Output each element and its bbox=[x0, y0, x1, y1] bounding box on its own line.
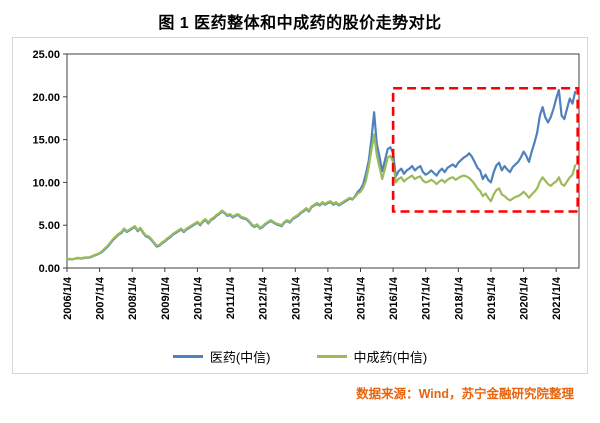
svg-text:2013/1/4: 2013/1/4 bbox=[290, 276, 302, 320]
legend-label-pharma: 医药(中信) bbox=[209, 349, 271, 365]
svg-text:2010/1/4: 2010/1/4 bbox=[192, 276, 204, 320]
svg-text:2014/1/4: 2014/1/4 bbox=[323, 276, 335, 320]
figure-title: 图 1 医药整体和中成药的股价走势对比 bbox=[158, 15, 442, 32]
data-source-note: 数据来源：Wind，苏宁金融研究院整理 bbox=[356, 387, 574, 401]
svg-text:2006/1/4: 2006/1/4 bbox=[62, 276, 74, 320]
svg-text:2015/1/4: 2015/1/4 bbox=[356, 276, 368, 320]
svg-text:2018/1/4: 2018/1/4 bbox=[453, 276, 465, 320]
svg-text:25.00: 25.00 bbox=[32, 49, 60, 61]
legend-line-sample-pharma bbox=[172, 354, 203, 358]
svg-text:2012/1/4: 2012/1/4 bbox=[258, 276, 270, 320]
svg-text:0.00: 0.00 bbox=[39, 263, 60, 275]
svg-text:2019/1/4: 2019/1/4 bbox=[486, 276, 498, 320]
svg-text:10.00: 10.00 bbox=[32, 177, 60, 189]
svg-text:2009/1/4: 2009/1/4 bbox=[160, 276, 172, 320]
svg-text:2011/1/4: 2011/1/4 bbox=[225, 276, 237, 319]
svg-text:20.00: 20.00 bbox=[32, 92, 60, 104]
chart-legend: 医药(中信) 中成药(中信) bbox=[15, 345, 585, 367]
legend-label-tcm: 中成药(中信) bbox=[353, 349, 428, 365]
chart-area: 0.00 5.00 10.00 15.00 20.00 25.00 2006/1/4 2007… bbox=[12, 37, 588, 374]
price-trend-chart-svg: 0.00 5.00 10.00 15.00 20.00 25.00 2006/1/4 2007… bbox=[32, 49, 580, 320]
svg-text:5.00: 5.00 bbox=[39, 220, 60, 232]
svg-text:2021/1/4: 2021/1/4 bbox=[551, 276, 563, 320]
svg-text:2020/1/4: 2020/1/4 bbox=[519, 276, 531, 320]
svg-text:2008/1/4: 2008/1/4 bbox=[127, 276, 139, 320]
svg-text:2007/1/4: 2007/1/4 bbox=[95, 276, 107, 320]
legend-item-tcm: 中成药(中信) bbox=[316, 347, 428, 366]
svg-text:15.00: 15.00 bbox=[32, 135, 60, 147]
svg-text:2017/1/4: 2017/1/4 bbox=[421, 276, 433, 320]
legend-item-pharma: 医药(中信) bbox=[172, 347, 271, 366]
legend-line-sample-tcm bbox=[316, 354, 347, 358]
svg-text:2016/1/4: 2016/1/4 bbox=[388, 276, 400, 320]
